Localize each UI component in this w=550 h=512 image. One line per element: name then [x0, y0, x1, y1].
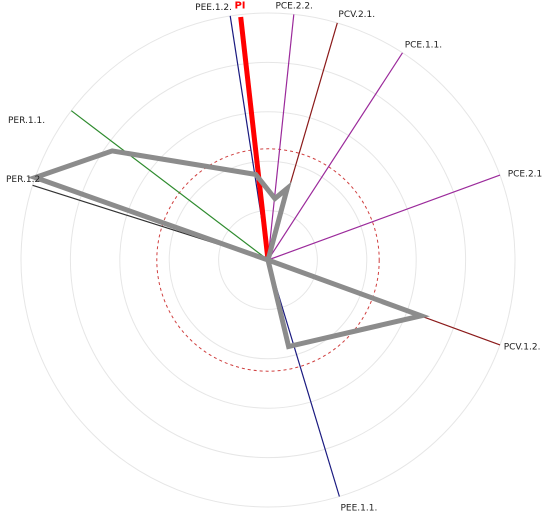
data-polygon-layer — [27, 148, 430, 350]
axis-label-pcv-2-1: PCV.2.1. — [338, 10, 375, 20]
axis-line-pi — [238, 16, 271, 261]
grid-rings — [20, 12, 516, 508]
axis-label-per-1-1: PER.1.1. — [8, 116, 45, 126]
grid-ring-5 — [20, 12, 516, 508]
grid-ring-3 — [119, 111, 417, 409]
axis-line-pce-1-1 — [267, 52, 404, 261]
axis-label-pi: PI — [234, 1, 245, 12]
data-polygon — [27, 148, 430, 350]
axis-line-per-1-1 — [70, 110, 269, 261]
axis-label-pce-2-1: PCE.2.1 — [508, 170, 543, 180]
axis-label-per-1-2: PER.1.2 — [6, 175, 40, 185]
axis-lines — [32, 14, 501, 497]
axis-labels: PEE.1.2. PI PCE.2.2. PCV.2.1. PCE.1.1. PCE.2.… — [6, 1, 542, 512]
axis-label-pce-1-1: PCE.1.1. — [405, 41, 442, 51]
axis-line-pce-2-1 — [267, 174, 501, 261]
reference-ring — [156, 148, 380, 372]
axis-label-pcv-1-2: PCV.1.2. — [504, 342, 541, 352]
grid-ring-1 — [218, 210, 318, 310]
grid-ring-2 — [168, 160, 368, 360]
axis-line-pce-2-2 — [267, 14, 295, 261]
grid-ring-4 — [69, 61, 467, 459]
axis-label-pce-2-2: PCE.2.2. — [275, 1, 312, 11]
axis-label-pee-1-1: PEE.1.1. — [341, 503, 378, 512]
axis-label-pee-1-2: PEE.1.2. — [195, 3, 232, 13]
